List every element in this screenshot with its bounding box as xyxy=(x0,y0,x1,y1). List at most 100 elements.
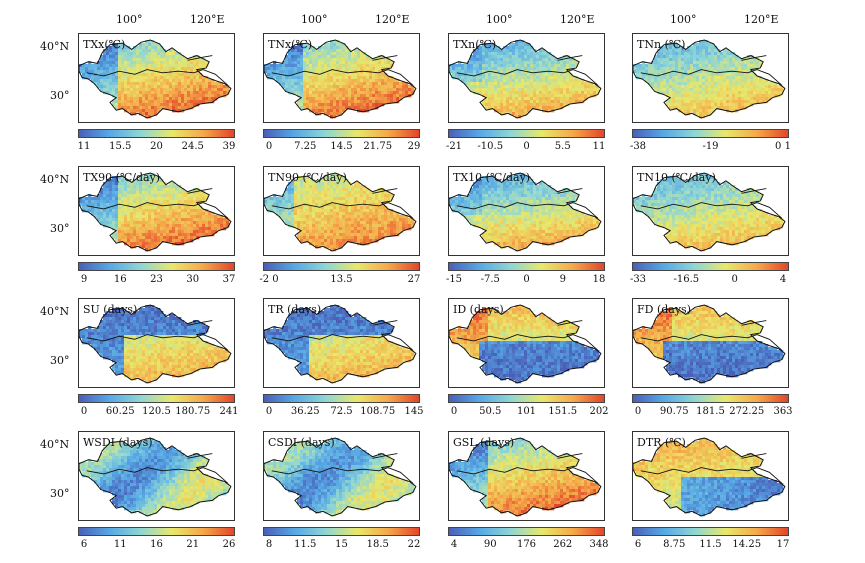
panel-title: TR (days) xyxy=(268,303,322,316)
colorbar-tick-label: -21 xyxy=(445,141,463,152)
colorbar-tick-label: -2 0 xyxy=(259,274,279,285)
colorbar-tick-label: 180.75 xyxy=(175,406,211,417)
lon-label-120e: 120°E xyxy=(375,13,410,26)
panel-title: TXx(℃) xyxy=(83,38,126,51)
colorbar-tick-label: 0 xyxy=(523,141,530,152)
region-outline xyxy=(449,437,602,517)
colorbar-tick-label: 90 xyxy=(483,539,497,550)
colorbar-tick-label: 202 xyxy=(589,406,609,417)
map-panel: GSL (days) xyxy=(448,431,605,521)
region-outline xyxy=(264,304,417,384)
map-raster xyxy=(449,39,602,119)
panel-title: TNx(℃) xyxy=(268,38,313,51)
river-line xyxy=(456,334,599,351)
colorbar-tick-label: 181.5 xyxy=(696,406,725,417)
lon-label-100: 100° xyxy=(486,13,513,26)
colorbar-tick-label: -19 xyxy=(702,141,719,152)
map-raster xyxy=(79,437,232,517)
colorbar-tick-label: 0 xyxy=(265,141,273,152)
colorbar-tick-label: 4 xyxy=(779,274,787,285)
river-line xyxy=(456,467,599,484)
colorbar-tick-label: 22 xyxy=(407,539,421,550)
river-line xyxy=(640,334,783,351)
map-panel: TNn (℃) xyxy=(632,33,789,123)
colorbar-tick-label: 241 xyxy=(219,406,239,417)
river-line xyxy=(456,69,599,86)
colorbar xyxy=(78,129,235,138)
colorbar-tick-label: 39 xyxy=(222,141,236,152)
panel-title: GSL (days) xyxy=(453,436,515,449)
lat-label-40n: 40°N xyxy=(40,438,70,451)
colorbar-tick-label: 145 xyxy=(404,406,424,417)
colorbar-tick-label: -10.5 xyxy=(477,141,504,152)
colorbar-tick-label: 30 xyxy=(186,274,200,285)
region-outline xyxy=(264,39,417,119)
lon-label-100: 100° xyxy=(301,13,328,26)
colorbar-tick-label: -15 xyxy=(445,274,463,285)
colorbar-tick-label: 8.75 xyxy=(663,539,686,550)
map-raster xyxy=(633,172,786,252)
region-outline xyxy=(264,172,417,252)
river-line xyxy=(86,69,229,86)
colorbar-tick-label: 8 xyxy=(265,539,273,550)
river-line xyxy=(271,69,414,86)
region-outline xyxy=(633,172,786,252)
map-panel: TNx(℃) xyxy=(263,33,420,123)
colorbar-tick-label: 6 xyxy=(634,539,642,550)
panel-title: TX90 (℃/day) xyxy=(83,171,161,184)
colorbar-tick-label: 11 xyxy=(592,141,606,152)
colorbar-tick-label: 15.5 xyxy=(109,141,132,152)
colorbar xyxy=(632,262,789,271)
river-line xyxy=(187,320,213,326)
colorbar-tick-label: 72.5 xyxy=(330,406,353,417)
lon-label-120e: 120°E xyxy=(560,13,595,26)
colorbar xyxy=(263,527,420,536)
map-panel: TN10 (℃/day) xyxy=(632,166,789,256)
panel-title: TX10 (℃/day) xyxy=(453,171,531,184)
colorbar-tick-label: 101 xyxy=(516,406,537,417)
lon-label-120e: 120°E xyxy=(190,13,225,26)
map-raster xyxy=(633,304,786,384)
lat-label-30: 30° xyxy=(50,354,70,367)
map-raster xyxy=(633,437,786,517)
map-panel: WSDI (days) xyxy=(78,431,235,521)
colorbar-tick-label: 37 xyxy=(222,274,236,285)
colorbar xyxy=(78,262,235,271)
region-outline xyxy=(449,172,602,252)
region-outline xyxy=(449,39,602,119)
colorbar-tick-label: 23 xyxy=(150,274,163,285)
lat-label-40n: 40°N xyxy=(40,40,70,53)
colorbar xyxy=(448,262,605,271)
river-line xyxy=(557,55,583,61)
river-line xyxy=(372,320,398,326)
map-panel: DTR (℃) xyxy=(632,431,789,521)
colorbar-tick-label: 0 xyxy=(80,406,88,417)
panel-title: TN10 (℃/day) xyxy=(637,171,716,184)
colorbar-tick-label: 11 xyxy=(113,539,127,550)
colorbar-tick-label: 21.75 xyxy=(363,141,393,152)
map-panel: TN90 (℃/day) xyxy=(263,166,420,256)
river-line xyxy=(557,320,583,326)
region-outline xyxy=(633,437,786,517)
colorbar-tick-label: 108.75 xyxy=(360,406,396,417)
colorbar-tick-label: 60.25 xyxy=(105,406,135,417)
panel-title: FD (days) xyxy=(637,303,691,316)
colorbar-tick-label: 90.75 xyxy=(659,406,689,417)
colorbar-tick-label: 24.5 xyxy=(181,141,204,152)
panel-title: CSDI (days) xyxy=(268,436,335,449)
river-line xyxy=(271,467,414,484)
lon-label-100: 100° xyxy=(116,13,143,26)
panel-title: TXn(℃) xyxy=(453,38,497,51)
colorbar xyxy=(632,129,789,138)
panel-title: WSDI (days) xyxy=(83,436,153,449)
colorbar-tick-label: 50.5 xyxy=(479,406,502,417)
map-raster xyxy=(264,437,417,517)
colorbar xyxy=(448,527,605,536)
colorbar-tick-label: 120.5 xyxy=(142,406,171,417)
colorbar xyxy=(448,129,605,138)
colorbar-tick-label: 348 xyxy=(589,539,609,550)
river-line xyxy=(372,55,398,61)
river-line xyxy=(741,320,767,326)
colorbar-tick-label: 176 xyxy=(516,539,537,550)
panel-title: DTR (℃) xyxy=(637,436,686,449)
